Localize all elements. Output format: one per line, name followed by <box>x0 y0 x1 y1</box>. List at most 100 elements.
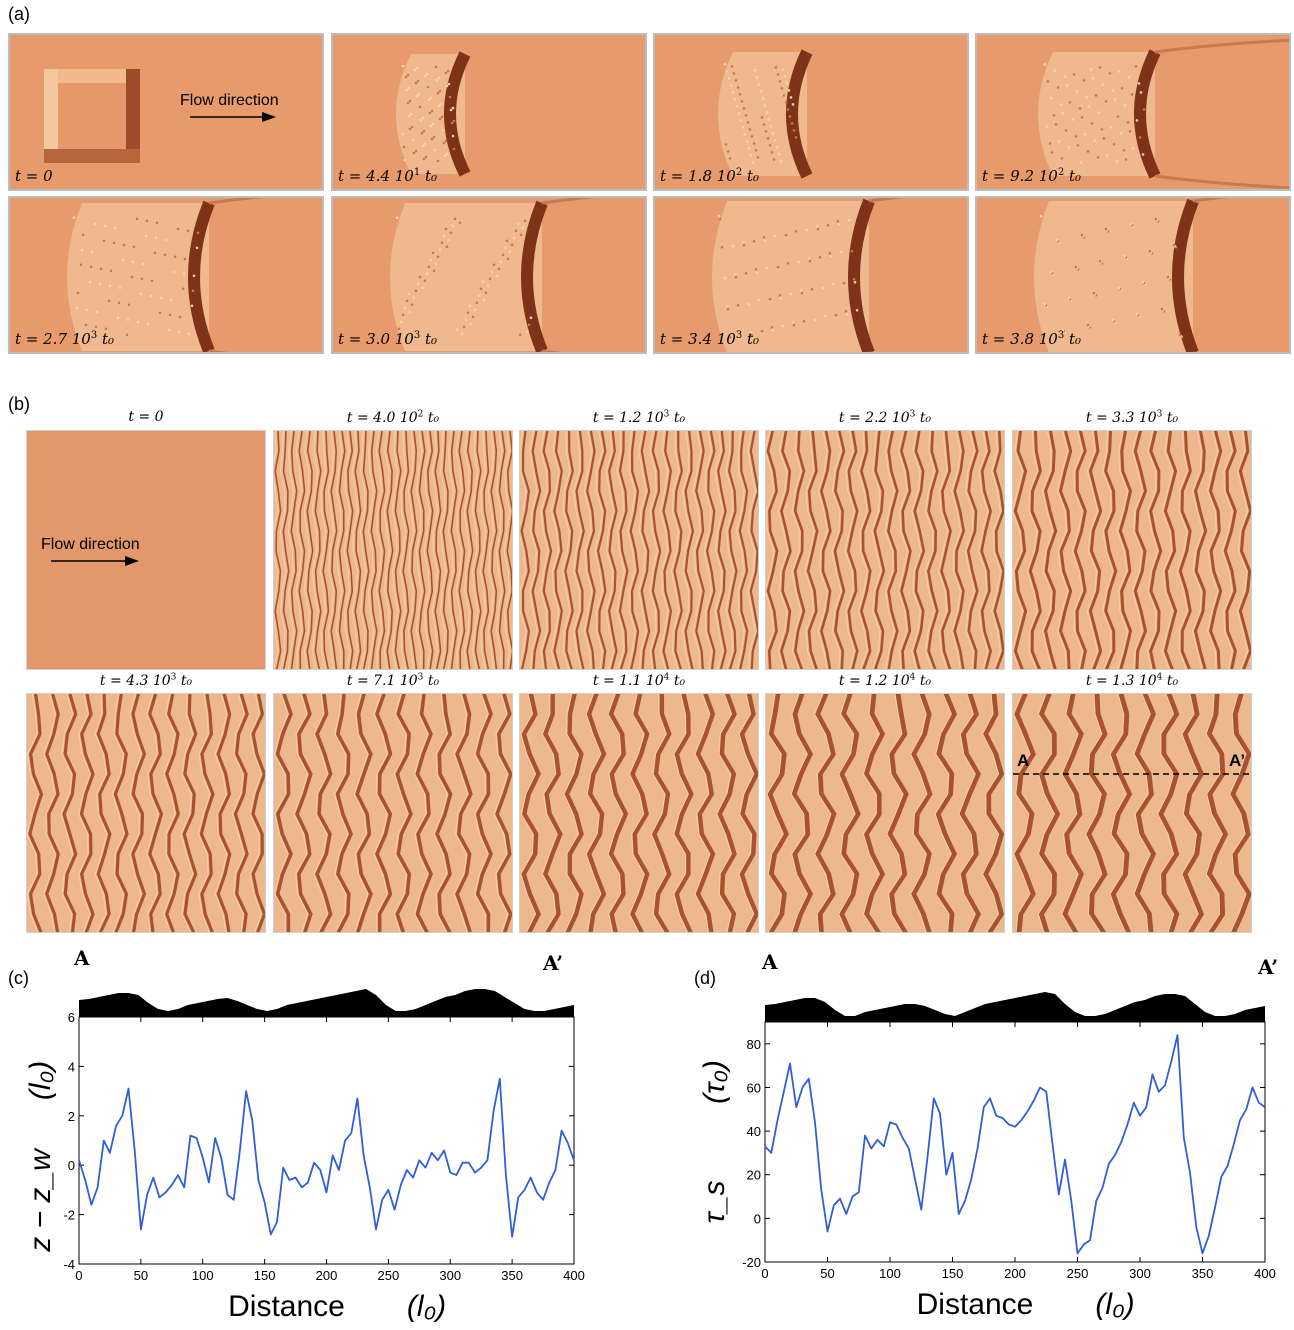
ripple-speck <box>1104 227 1108 231</box>
ripple-speck <box>1166 275 1170 279</box>
crest-highlight <box>605 431 615 669</box>
ripple-speck <box>744 271 748 275</box>
ripple-speck <box>484 291 488 295</box>
panel-a-time-label: t = 3.4 103 t₀ <box>660 330 760 348</box>
crest-highlight <box>433 694 449 932</box>
crest-highlight <box>474 694 489 932</box>
ripple-speck <box>1128 130 1132 133</box>
horn-bottom <box>1154 174 1289 189</box>
ripple-speck <box>736 303 740 307</box>
ripple-speck <box>789 292 793 296</box>
dune-crest <box>859 431 872 669</box>
horn-top <box>208 198 264 205</box>
panel-d-label: (d) <box>694 968 716 988</box>
ripple-speck <box>399 320 403 324</box>
crest-highlight <box>393 694 409 932</box>
panel-c-marker-start: A <box>74 946 90 970</box>
ripple-speck <box>828 251 832 255</box>
ripple-speck <box>139 292 143 296</box>
ripple-speck <box>1079 161 1083 164</box>
ripple-speck <box>445 245 449 249</box>
ripple-speck <box>187 332 191 336</box>
crest-highlight <box>274 694 289 932</box>
y-tick-label: 2 <box>68 1109 75 1124</box>
x-tick-label: 200 <box>1004 1266 1026 1281</box>
ripple-speck <box>136 320 140 324</box>
panel-a-tile-7: t = 3.4 103 t₀ <box>653 196 969 354</box>
ripple-speck <box>1080 116 1084 119</box>
ripple-speck <box>450 121 454 125</box>
ripple-speck <box>84 323 88 327</box>
ripple-speck <box>402 145 406 149</box>
panel-b-time-label: t = 1.2 103 t₀ <box>592 409 686 426</box>
crest-highlight <box>249 694 262 932</box>
ripple-speck <box>1074 135 1078 138</box>
ripple-speck <box>794 229 798 233</box>
dune-crest <box>1028 431 1042 669</box>
ripple-speck <box>1104 100 1108 103</box>
slip-face <box>786 49 813 179</box>
ripple-speck <box>445 84 449 88</box>
ripple-speck <box>773 139 777 142</box>
ripple-speck <box>729 84 733 87</box>
ripple-speck <box>173 255 177 259</box>
crest-highlight <box>303 431 311 669</box>
ripple-speck <box>436 91 440 95</box>
ripple-speck <box>1126 121 1130 124</box>
ripple-speck <box>784 233 788 237</box>
crest-highlight <box>1056 431 1069 669</box>
ripple-speck <box>791 103 795 106</box>
ripple-speck <box>117 301 121 305</box>
ripple-speck <box>1071 118 1075 121</box>
ripple-speck <box>823 314 827 318</box>
flow-direction-label: Flow direction <box>180 92 279 109</box>
ripple-speck <box>163 253 167 257</box>
panel-b-label: (b) <box>8 394 30 414</box>
crest-highlight <box>214 694 228 932</box>
ripple-speck <box>519 233 523 237</box>
crest-highlight <box>1236 431 1249 669</box>
ripple-speck <box>149 294 153 298</box>
crest-highlight <box>659 431 669 669</box>
dune-crest <box>199 694 215 932</box>
ripple-speck <box>1100 128 1104 131</box>
ripple-speck <box>764 130 768 133</box>
ripple-speck <box>763 104 767 107</box>
ripple-speck <box>1098 259 1102 263</box>
ripple-speck <box>1067 146 1071 149</box>
dune-shape <box>1038 38 1289 189</box>
ripple-speck <box>1039 214 1043 218</box>
crest-highlight <box>471 431 479 669</box>
ripple-speck <box>425 272 429 276</box>
ripple-speck <box>1043 302 1047 306</box>
ripple-speck <box>442 234 446 238</box>
crest-highlight <box>682 431 691 669</box>
ripple-speck <box>429 124 433 128</box>
dune-crest <box>717 694 737 932</box>
ripple-speck <box>802 319 806 323</box>
crest-highlight <box>817 431 828 669</box>
dune-crest <box>806 431 819 669</box>
ripple-speck <box>769 125 773 128</box>
dune-crest <box>887 431 899 669</box>
ripple-speck <box>1141 280 1145 284</box>
ripple-speck <box>79 263 83 267</box>
dune-crest <box>1013 694 1036 932</box>
ripple-speck <box>109 269 113 273</box>
ripple-speck <box>447 82 451 86</box>
crest-highlight <box>714 431 724 669</box>
ripple-speck <box>750 135 754 138</box>
ripple-speck <box>765 111 769 114</box>
dune-crest <box>338 431 346 669</box>
ripple-speck <box>503 246 507 250</box>
ripple-speck <box>518 333 522 337</box>
dune-crest <box>290 431 298 669</box>
ripple-speck <box>785 82 789 85</box>
ripple-speck <box>437 104 441 108</box>
ripple-speck <box>1127 76 1131 79</box>
ripple-speck <box>761 97 765 100</box>
ripple-speck <box>176 227 180 231</box>
dune-crest <box>79 694 95 932</box>
ripple-speck <box>749 330 753 334</box>
ripple-speck <box>1112 143 1116 146</box>
